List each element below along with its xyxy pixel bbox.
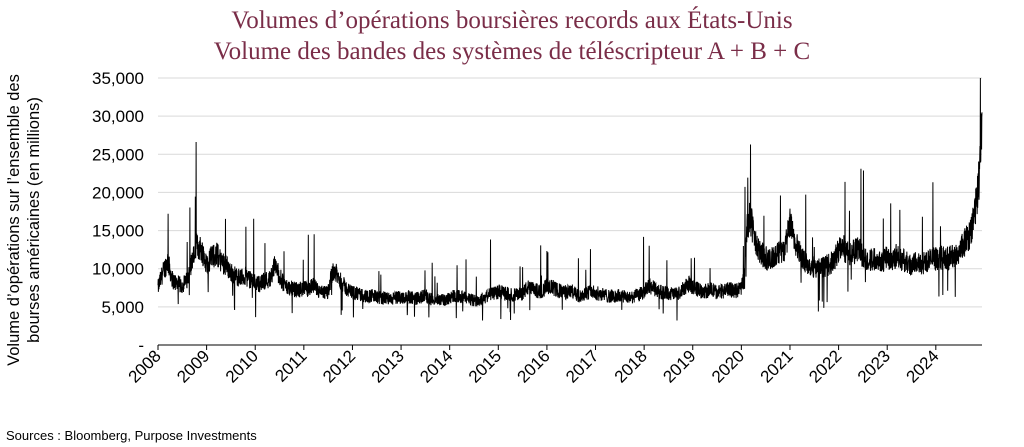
x-tick-label: 2013 [368, 346, 408, 386]
y-tick-label: 10,000 [92, 260, 144, 279]
x-tick-label: 2014 [416, 346, 456, 386]
x-tick-label: 2015 [465, 346, 505, 386]
y-tick-label: 30,000 [92, 107, 144, 126]
y-tick-label: 15,000 [92, 222, 144, 241]
y-tick-label: 35,000 [92, 69, 144, 88]
chart-subtitle: Volume des bandes des systèmes de télésc… [213, 38, 811, 65]
x-tick-label: 2017 [562, 346, 602, 386]
x-tick-label: 2008 [125, 346, 165, 386]
x-tick-label: 2011 [271, 346, 310, 385]
x-tick-label: 2010 [222, 346, 262, 386]
x-tick-label: 2024 [902, 346, 942, 386]
y-tick-label: - [138, 336, 144, 355]
y-axis-ticks: - 5,000 10,000 15,000 20,000 25,000 30,000 35,0… [92, 69, 144, 355]
y-tick-label: 5,000 [101, 298, 144, 317]
x-tick-label: 2012 [319, 346, 359, 386]
x-tick-label: 2018 [611, 346, 651, 386]
source-note: Sources : Bloomberg, Purpose Investments [6, 428, 257, 443]
x-axis-ticks: 2008 2009 2010 2011 2012 2013 2014 2015 2016 2017… [125, 345, 943, 387]
x-tick-label: 2022 [805, 346, 845, 386]
chart-title: Volumes d’opérations boursières records … [231, 7, 793, 34]
x-tick-label: 2020 [708, 346, 748, 386]
x-tick-label: 2009 [173, 346, 213, 386]
x-tick-label: 2023 [854, 346, 894, 386]
gridlines [158, 77, 982, 346]
x-tick-label: 2019 [659, 346, 699, 386]
y-tick-label: 20,000 [92, 183, 144, 202]
series-group [157, 77, 983, 321]
x-tick-label: 2016 [514, 346, 554, 386]
y-tick-label: 25,000 [92, 145, 144, 164]
series-line [157, 77, 983, 321]
x-tick-label: 2021 [757, 346, 797, 386]
